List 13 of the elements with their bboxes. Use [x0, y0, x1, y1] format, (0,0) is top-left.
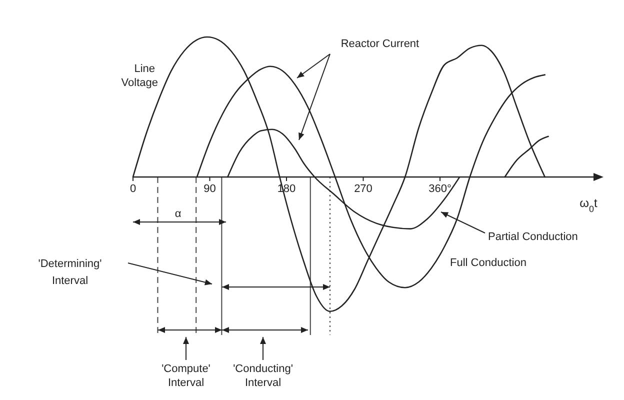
text: 'Compute' Interval	[162, 363, 210, 389]
text: 'Conducting' Interval	[233, 363, 293, 389]
series-label: Full Conduction	[450, 257, 526, 269]
x-axis-title: ω$_{0}$t	[580, 196, 598, 214]
x-tick-label: 90	[204, 183, 216, 195]
annotation: α	[174, 208, 182, 220]
text: Partial Conduction	[488, 231, 578, 243]
x-tick-label: 0	[130, 183, 136, 195]
annotation: Reactor Current	[340, 38, 420, 50]
x-tick-label: 360°	[428, 183, 452, 195]
text: 'Determining' Interval	[38, 258, 102, 287]
series-label: Line Voltage	[121, 63, 158, 89]
x-tick-label: 270	[354, 183, 372, 195]
